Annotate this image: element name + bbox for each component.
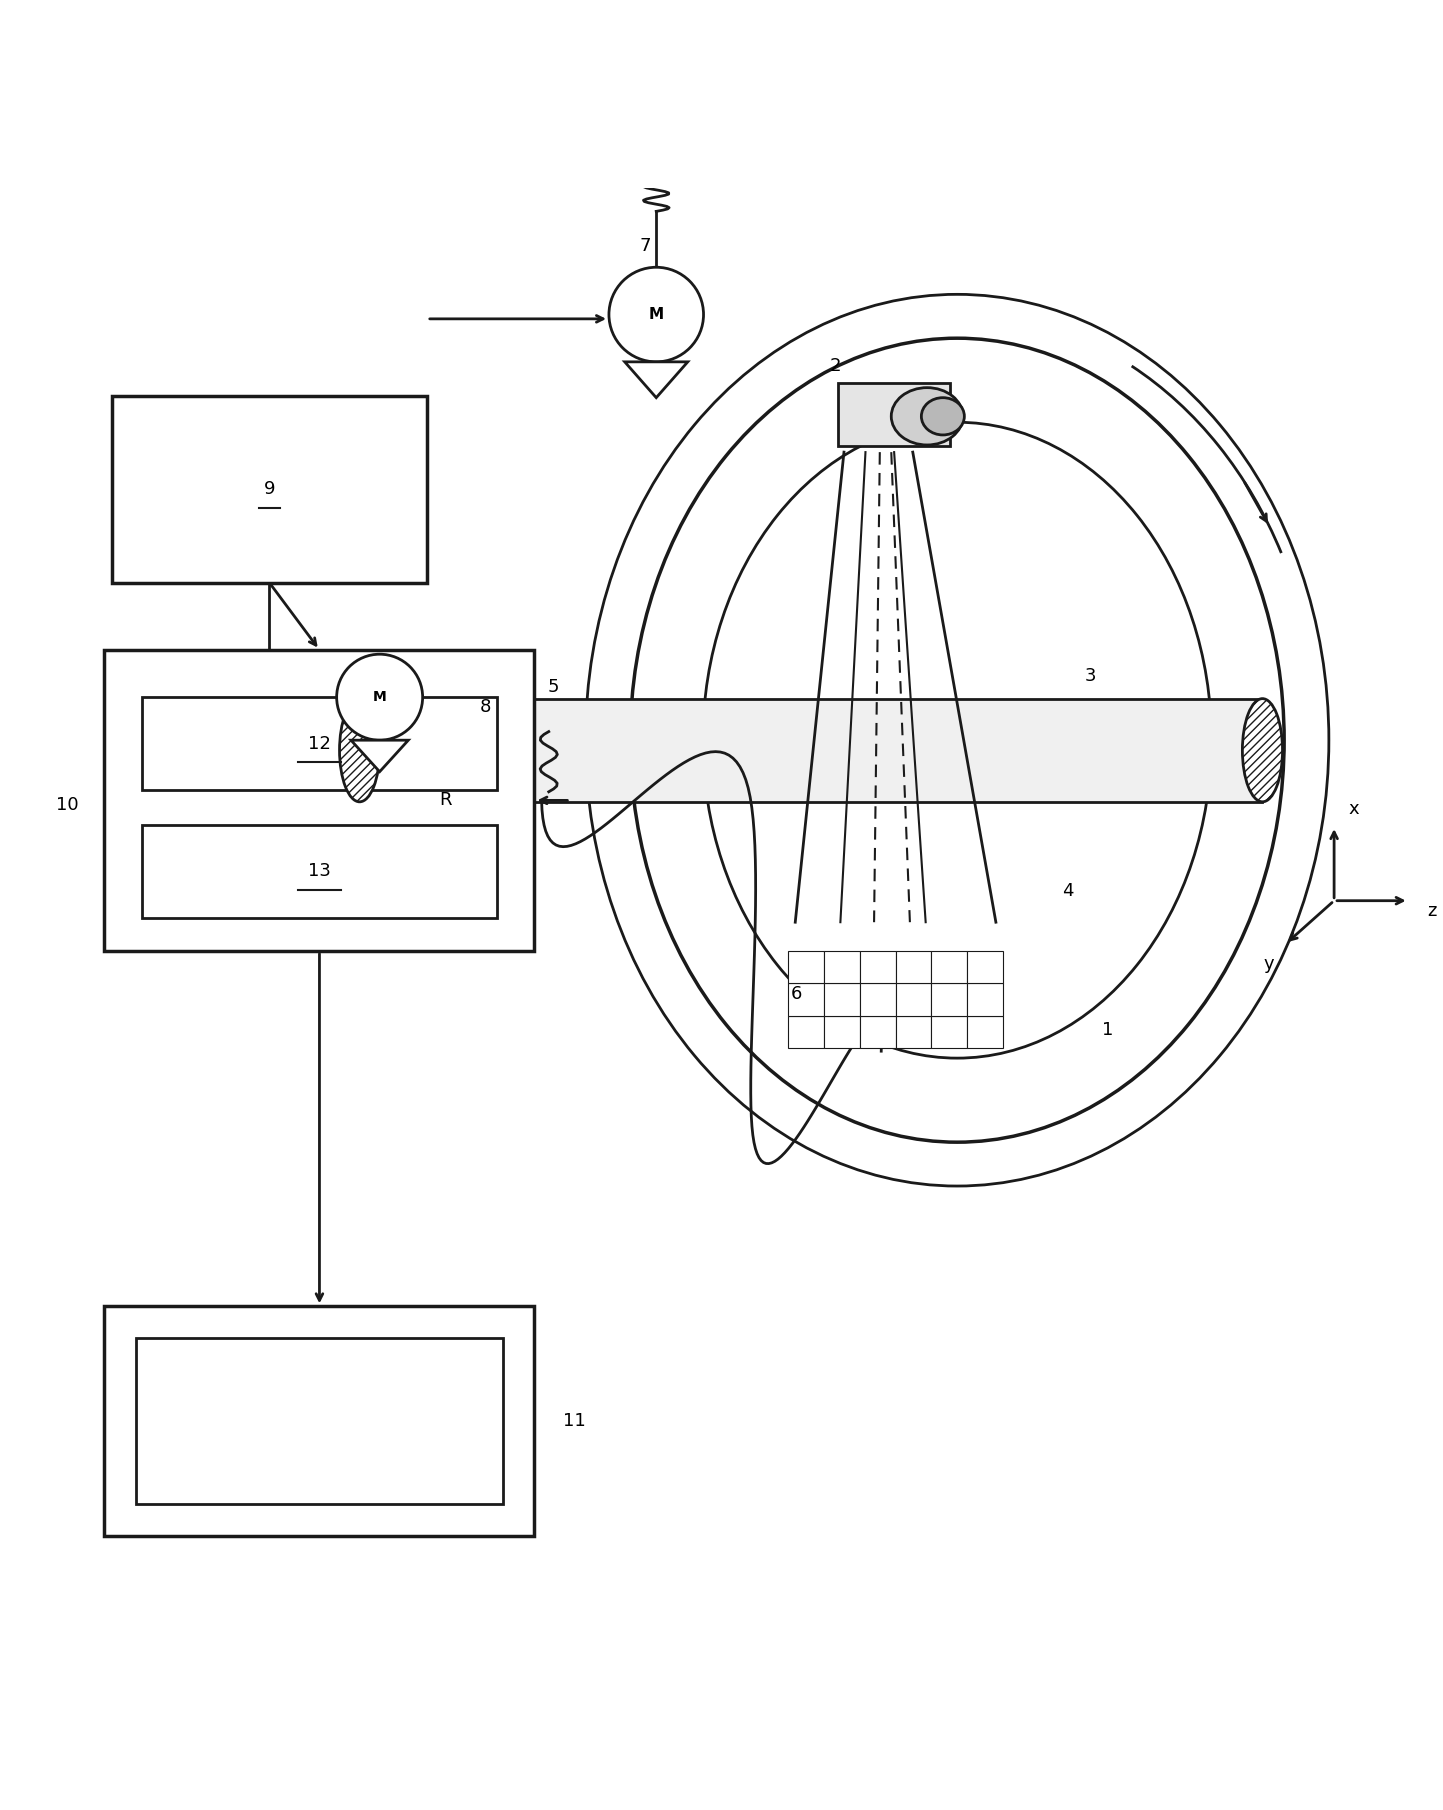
Bar xyxy=(788,1015,824,1048)
Text: 12: 12 xyxy=(307,735,330,753)
Bar xyxy=(838,384,949,447)
Circle shape xyxy=(609,268,704,362)
Ellipse shape xyxy=(631,338,1284,1142)
Bar xyxy=(967,983,1003,1015)
Text: 7: 7 xyxy=(639,237,651,255)
Bar xyxy=(141,825,498,918)
Bar xyxy=(359,699,1263,802)
Bar xyxy=(896,950,931,983)
Ellipse shape xyxy=(586,295,1329,1186)
Text: 2: 2 xyxy=(830,357,841,375)
Text: 6: 6 xyxy=(791,985,802,1003)
Bar xyxy=(824,950,860,983)
Text: 8: 8 xyxy=(481,699,492,717)
Text: z: z xyxy=(1427,901,1437,919)
Ellipse shape xyxy=(1242,699,1283,802)
Text: R: R xyxy=(439,791,452,809)
Text: 1: 1 xyxy=(1102,1021,1114,1039)
Ellipse shape xyxy=(703,422,1212,1059)
Polygon shape xyxy=(351,740,408,771)
Ellipse shape xyxy=(892,387,962,445)
Text: x: x xyxy=(1349,800,1359,818)
Bar xyxy=(788,983,824,1015)
Ellipse shape xyxy=(339,699,380,802)
Text: 9: 9 xyxy=(264,480,276,498)
Text: 10: 10 xyxy=(56,796,78,814)
Text: 5: 5 xyxy=(547,679,558,697)
Bar xyxy=(931,1015,967,1048)
Bar xyxy=(111,396,427,583)
Bar xyxy=(141,697,498,791)
Bar xyxy=(104,1307,534,1535)
Bar xyxy=(860,1015,896,1048)
Text: M: M xyxy=(372,690,387,704)
Bar xyxy=(104,650,534,950)
Bar xyxy=(931,983,967,1015)
Bar xyxy=(896,983,931,1015)
Bar xyxy=(788,950,824,983)
Bar xyxy=(860,950,896,983)
Text: 13: 13 xyxy=(307,862,330,880)
Text: M: M xyxy=(649,308,664,322)
Text: 4: 4 xyxy=(1062,881,1074,900)
Bar xyxy=(967,1015,1003,1048)
Bar xyxy=(824,1015,860,1048)
Bar xyxy=(931,950,967,983)
Polygon shape xyxy=(625,362,688,398)
Text: y: y xyxy=(1263,956,1274,974)
Bar xyxy=(896,1015,931,1048)
Text: 3: 3 xyxy=(1085,666,1097,684)
Ellipse shape xyxy=(922,398,964,434)
Bar xyxy=(967,950,1003,983)
Text: 11: 11 xyxy=(563,1412,586,1430)
Bar xyxy=(824,983,860,1015)
Bar xyxy=(860,983,896,1015)
Circle shape xyxy=(336,653,423,740)
Bar xyxy=(136,1338,504,1504)
